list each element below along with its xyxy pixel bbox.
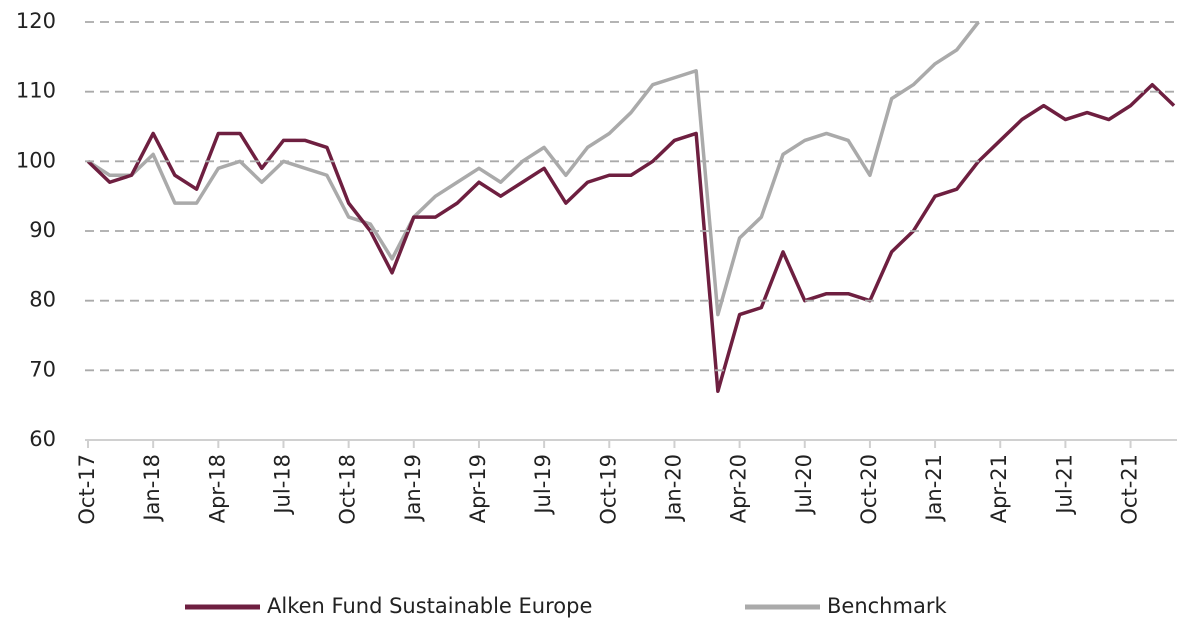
y-tick-label: 100	[16, 148, 56, 172]
x-tick-label: Jan-18	[140, 454, 164, 523]
x-tick-label: Oct-21	[1118, 454, 1142, 525]
y-tick-label: 80	[29, 288, 56, 312]
series-line	[86, 82, 1176, 393]
y-tick-label: 90	[29, 218, 56, 242]
x-tick-label: Apr-19	[466, 454, 490, 523]
plot-area	[86, 20, 1176, 393]
x-tick-label: Oct-20	[857, 454, 881, 525]
x-tick-label: Apr-18	[205, 454, 229, 523]
x-tick-label: Jul-20	[792, 454, 816, 516]
x-tick-label: Jan-19	[401, 454, 425, 523]
series-line	[87, 20, 980, 317]
legend-label: Alken Fund Sustainable Europe	[267, 594, 592, 618]
x-tick-label: Jul-19	[531, 454, 555, 516]
legend-label: Benchmark	[827, 594, 947, 618]
x-tick-label: Oct-19	[596, 454, 620, 525]
x-tick-label: Apr-21	[987, 454, 1011, 523]
y-tick-label: 70	[29, 357, 56, 381]
x-tick-label: Jan-21	[922, 454, 946, 523]
y-tick-label: 120	[16, 9, 56, 33]
x-tick-label: Jul-18	[270, 454, 294, 516]
x-tick-label: Oct-18	[336, 454, 360, 525]
x-tick-label: Oct-17	[75, 454, 99, 525]
x-tick-label: Jul-21	[1052, 454, 1076, 516]
x-tick-label: Apr-20	[727, 454, 751, 523]
y-tick-label: 60	[29, 427, 56, 451]
x-tick-label: Jan-20	[661, 454, 685, 523]
y-tick-label: 110	[16, 79, 56, 103]
